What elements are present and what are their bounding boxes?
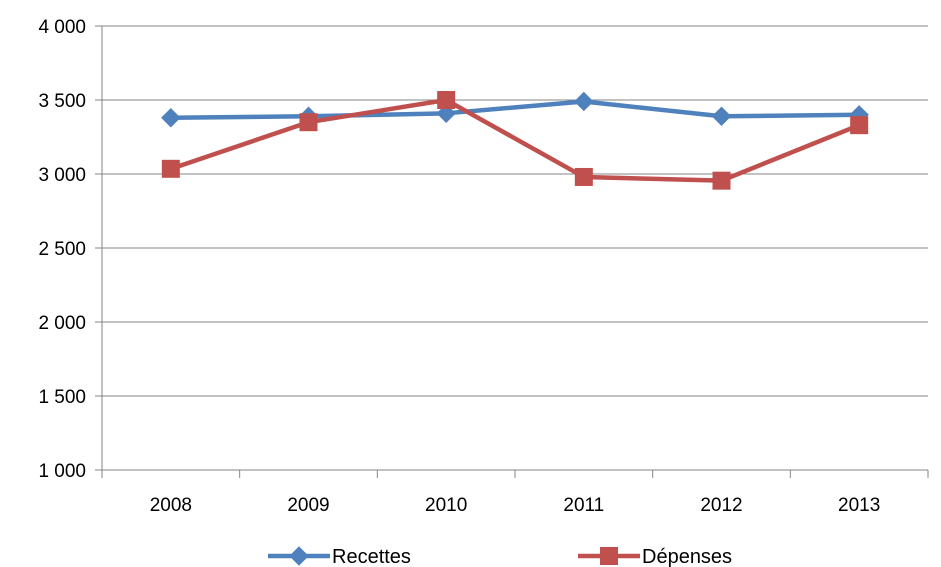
legend-entry: Recettes [268, 546, 411, 567]
series-depenses [161, 91, 869, 190]
legend-label: Recettes [332, 546, 411, 567]
y-tick-label: 1 500 [38, 387, 86, 408]
y-tick-label: 3 000 [38, 165, 86, 186]
gridlines [102, 25, 928, 397]
data-point [437, 91, 456, 109]
series [161, 91, 869, 190]
x-tick-label: 2008 [150, 495, 192, 516]
y-tick-label: 1 000 [38, 461, 86, 482]
data-point [161, 108, 181, 128]
y-tick-labels: 1 000 1 500 2 000 2 500 3 000 3 500 4 000 [38, 17, 86, 482]
y-tick-label: 3 500 [38, 91, 86, 112]
legend: Recettes Dépenses [268, 546, 732, 567]
legend-swatch-marker [289, 546, 309, 566]
series-recettes [161, 91, 869, 128]
data-point [574, 91, 594, 112]
data-point [711, 106, 732, 126]
y-tick-label: 2 500 [38, 239, 86, 260]
series-line [170, 97, 861, 183]
x-tick-labels: 2008 2009 2010 2011 2012 2013 [150, 495, 881, 516]
data-point [161, 159, 180, 178]
data-point [850, 116, 869, 135]
x-tick-label: 2009 [287, 495, 329, 516]
legend-label: Dépenses [642, 546, 732, 567]
legend-swatch-marker [600, 547, 618, 565]
data-point [574, 167, 593, 186]
y-tick-label: 4 000 [38, 17, 86, 38]
x-tick-label: 2011 [563, 495, 604, 516]
x-tick-label: 2010 [425, 495, 467, 516]
axes [95, 25, 929, 478]
y-tick-label: 2 000 [38, 313, 86, 334]
x-tick-label: 2013 [838, 495, 880, 516]
x-tick-label: 2012 [700, 495, 742, 516]
legend-entry: Dépenses [578, 546, 732, 567]
data-point [712, 171, 731, 190]
data-point [299, 113, 318, 132]
series-line [170, 99, 860, 121]
